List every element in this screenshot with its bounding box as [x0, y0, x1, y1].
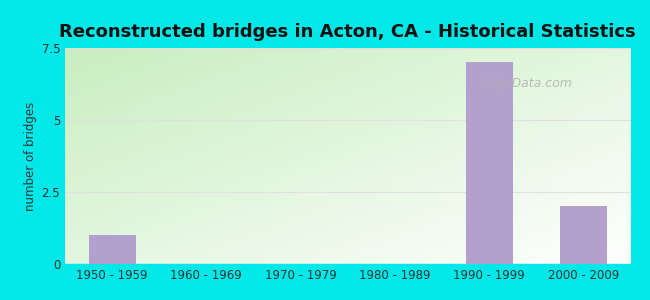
Text: City-Data.com: City-Data.com — [484, 77, 573, 90]
Y-axis label: number of bridges: number of bridges — [24, 101, 37, 211]
Bar — [465, 62, 513, 264]
Bar — [88, 235, 136, 264]
Title: Reconstructed bridges in Acton, CA - Historical Statistics: Reconstructed bridges in Acton, CA - His… — [59, 23, 636, 41]
Bar — [560, 206, 607, 264]
